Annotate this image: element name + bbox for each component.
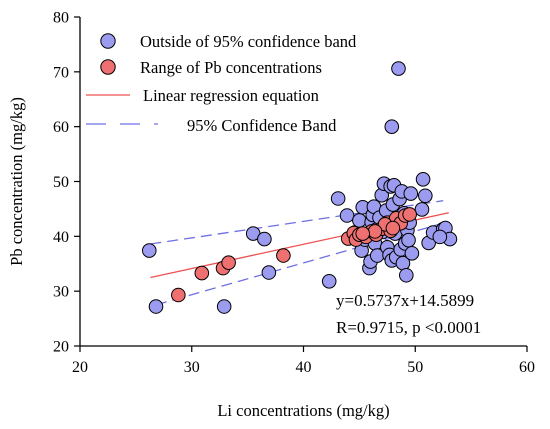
range-point	[385, 220, 401, 236]
y-tick-label: 60	[53, 119, 69, 136]
plot-marks	[141, 61, 458, 314]
outside-band-point	[148, 299, 164, 314]
legend-symbol-range	[100, 59, 116, 75]
legend-label-range: Range of Pb concentrations	[140, 58, 322, 77]
outside-band-point	[261, 265, 277, 280]
legend-label-outside: Outside of 95% confidence band	[140, 32, 357, 51]
y-tick-label: 40	[53, 229, 69, 246]
legend-symbol-outside	[100, 33, 116, 49]
outside-band-point	[257, 231, 272, 247]
outside-band-point	[401, 232, 416, 248]
x-tick-label: 60	[519, 359, 535, 376]
outside-band-point	[352, 213, 367, 228]
outside-band-point	[384, 119, 400, 134]
x-tick-label: 50	[407, 359, 423, 376]
range-point	[276, 248, 291, 263]
range-point	[367, 224, 383, 239]
range-point	[221, 255, 236, 270]
x-tick-label: 20	[72, 359, 88, 376]
x-axis-title: Li concentrations (mg/kg)	[217, 401, 389, 420]
legend-label-confidence: 95% Confidence Band	[187, 116, 337, 135]
y-tick-label: 70	[53, 64, 69, 81]
regression-equation: y=0.5737x+14.5899	[336, 291, 474, 310]
y-tick-label: 30	[53, 284, 69, 301]
y-axis-title: Pb concentration (mg/kg)	[7, 97, 26, 266]
y-tick-label: 20	[53, 339, 69, 356]
x-tick-label: 40	[296, 359, 312, 376]
legend-label-regression: Linear regression equation	[143, 86, 319, 105]
outside-band-point	[403, 186, 419, 201]
outside-band-point	[418, 188, 433, 204]
x-tick-label: 30	[184, 359, 200, 376]
range-point	[402, 207, 417, 222]
outside-band-point	[391, 61, 406, 76]
axis-ticks: 20 30 40 50 60 20 30 40 50 60 70 80	[53, 10, 535, 377]
outside-band-point	[216, 299, 232, 314]
range-point	[171, 287, 186, 303]
outside-band-point	[321, 273, 337, 289]
y-tick-label: 80	[53, 10, 69, 27]
outside-band-point	[330, 191, 346, 206]
y-tick-label: 50	[53, 174, 69, 191]
outside-band-point	[404, 246, 420, 261]
range-point	[355, 226, 371, 241]
outside-band-point	[415, 172, 431, 187]
outside-band-point	[414, 202, 430, 217]
outside-band-point	[399, 267, 414, 283]
outside-band-point	[339, 208, 355, 223]
correlation-stats: R=0.9715, p <0.0001	[336, 318, 481, 337]
legend: Outside of 95% confidence band Range of …	[86, 32, 357, 135]
range-point	[194, 265, 210, 281]
outside-band-point	[432, 229, 448, 245]
outside-band-point	[141, 243, 157, 258]
